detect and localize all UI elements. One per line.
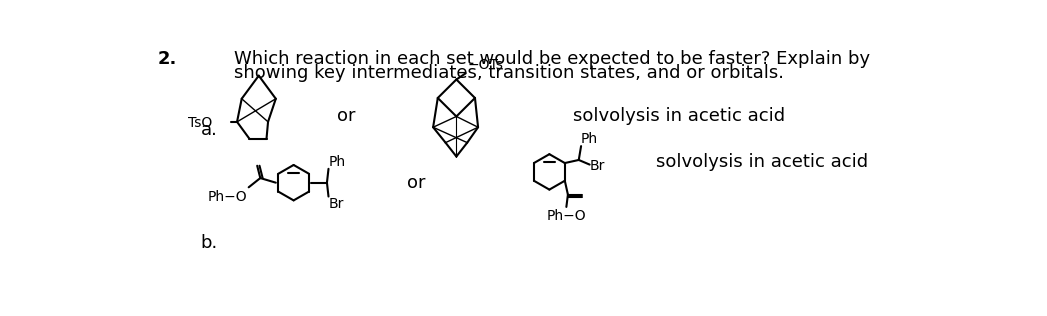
Text: or: or bbox=[407, 174, 425, 192]
Text: Ph: Ph bbox=[580, 132, 598, 146]
Text: Br: Br bbox=[589, 159, 605, 173]
Text: −OTs: −OTs bbox=[467, 58, 504, 72]
Text: a.: a. bbox=[201, 121, 218, 139]
Text: Ph−O: Ph−O bbox=[547, 209, 586, 223]
Text: showing key intermediates, transition states, and or orbitals.: showing key intermediates, transition st… bbox=[233, 64, 784, 82]
Text: Ph−O: Ph−O bbox=[207, 190, 247, 204]
Text: solvolysis in acetic acid: solvolysis in acetic acid bbox=[573, 107, 785, 125]
Text: b.: b. bbox=[201, 234, 218, 252]
Text: Ph: Ph bbox=[329, 155, 346, 169]
Text: or: or bbox=[337, 107, 356, 125]
Text: solvolysis in acetic acid: solvolysis in acetic acid bbox=[656, 153, 868, 171]
Text: Which reaction in each set would be expected to be faster? Explain by: Which reaction in each set would be expe… bbox=[233, 50, 870, 68]
Text: Br: Br bbox=[329, 197, 343, 210]
Text: TsO: TsO bbox=[188, 116, 213, 131]
Text: 2.: 2. bbox=[158, 50, 177, 68]
